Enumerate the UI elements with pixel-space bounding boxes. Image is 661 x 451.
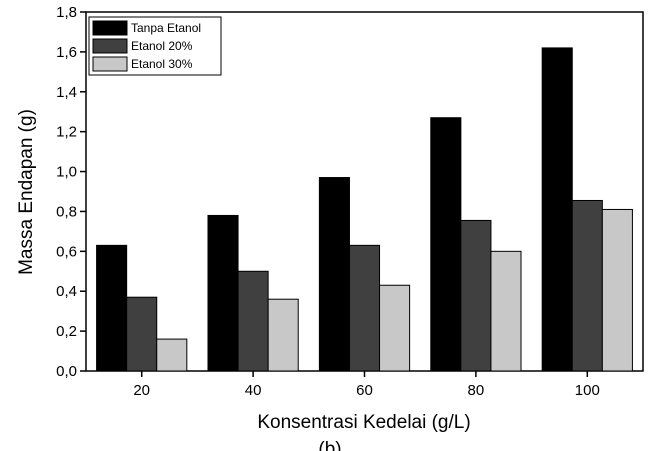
bar [96,244,128,372]
y-axis-title: Massa Endapan (g) [16,109,37,275]
x-tick-label: 100 [575,382,600,399]
y-tick-label: 0,4 [56,283,77,300]
x-tick-label: 80 [468,382,485,399]
x-tick-label: 20 [133,382,150,399]
legend-swatch [92,56,128,72]
y-tick-label: 1,0 [56,164,77,181]
bar [379,284,411,372]
bar [601,208,633,372]
bar [267,298,299,372]
y-tick-label: 1,8 [56,4,77,21]
legend-swatch [92,20,128,36]
x-tick-label: 60 [356,382,373,399]
bar [460,219,492,372]
bar [430,117,462,372]
legend-label: Etanol 20% [131,39,193,53]
legend-swatch [92,38,128,54]
y-tick-label: 1,6 [56,44,77,61]
bar [207,214,239,372]
y-tick-label: 0,6 [56,243,77,260]
y-tick-label: 1,4 [56,84,77,101]
bar [571,199,603,372]
x-axis-title: Konsentrasi Kedelai (g/L) [257,412,470,433]
y-tick-label: 0,0 [56,363,77,380]
bar [237,270,269,372]
legend-label: Tanpa Etanol [131,21,201,35]
bar [126,296,158,372]
x-tick-label: 40 [245,382,262,399]
y-tick-label: 0,8 [56,203,77,220]
bar [348,244,381,372]
bar [490,250,522,372]
bar [318,177,350,372]
caption: (b) [318,439,341,451]
legend-label: Etanol 30% [131,57,193,71]
bar [156,338,188,372]
y-tick-label: 1,2 [56,124,77,141]
bar [541,47,573,372]
y-tick-label: 0,2 [56,323,77,340]
